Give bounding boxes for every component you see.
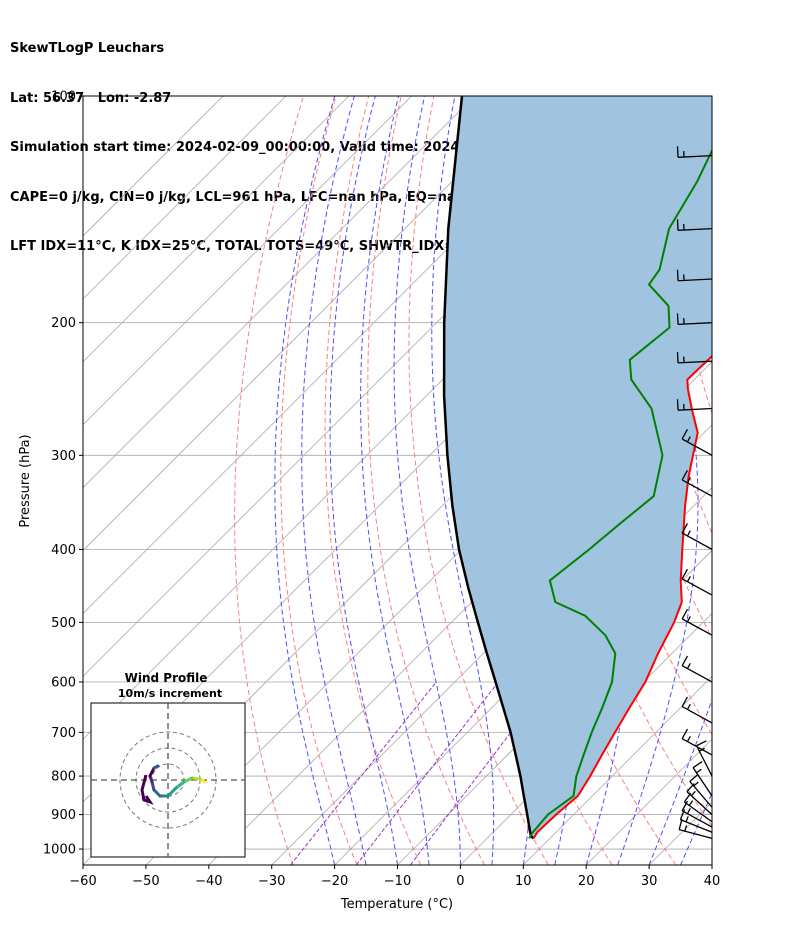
y-axis-label: Pressure (hPa) [18, 434, 33, 527]
wind-barb [689, 773, 713, 808]
x-tick-label: −40 [195, 874, 222, 889]
y-tick-label: 600 [51, 675, 76, 690]
wind-barb [676, 351, 713, 364]
isotherm-line [83, 96, 538, 552]
y-tick-label: 1000 [43, 843, 76, 858]
y-tick-label: 100 [51, 90, 76, 105]
mixing-ratio-line [355, 681, 499, 865]
dry-adiabat [760, 96, 794, 865]
wind-barb [676, 146, 713, 158]
dewpoint-profile-line [528, 148, 712, 839]
y-tick-label: 200 [51, 316, 76, 331]
isotherm-line [83, 96, 412, 426]
x-tick-label: 40 [704, 874, 721, 889]
moist-adiabat [274, 96, 336, 865]
x-tick-label: −30 [258, 874, 285, 889]
hodograph-segment [152, 764, 160, 770]
wind-barb [679, 809, 713, 833]
title-location: Lat: 56.37 Lon: -2.87 [10, 90, 172, 106]
temperature-profile-line [532, 354, 712, 839]
isotherm-line [523, 675, 712, 865]
x-tick-label: 30 [641, 874, 658, 889]
profile-layer [442, 96, 712, 840]
y-tick-label: 400 [51, 543, 76, 558]
x-tick-label: −20 [321, 874, 348, 889]
dry-adiabat [324, 96, 422, 865]
dry-adiabat [367, 96, 485, 865]
x-tick-label: 0 [456, 874, 464, 889]
y-tick-label: 700 [51, 726, 76, 741]
moist-adiabat [360, 96, 430, 865]
hodograph-title: Wind Profile [125, 671, 208, 685]
wind-barb [681, 655, 713, 683]
wind-barb [681, 800, 713, 828]
isotherm-line [83, 96, 287, 300]
x-tick-label: −60 [69, 874, 96, 889]
cin-shading [444, 96, 712, 839]
moist-adiabat [329, 96, 398, 865]
dry-adiabat [727, 96, 794, 865]
isotherm-line [775, 96, 794, 865]
hodograph-inset: Wind Profile 10m/s increment [90, 671, 246, 858]
x-tick-label: 10 [515, 874, 532, 889]
wind-barb [695, 740, 713, 777]
title-station: SkewTLogP Leuchars [10, 41, 165, 56]
wind-barb [681, 429, 713, 456]
wind-barb [676, 313, 713, 326]
hodograph-segment [166, 786, 178, 798]
wind-barb [676, 269, 713, 282]
wind-barbs [676, 146, 713, 840]
x-tick-label: −50 [132, 874, 159, 889]
wind-barb [678, 818, 713, 840]
y-tick-label: 500 [51, 616, 76, 631]
hodograph-segment [174, 780, 186, 790]
dry-adiabat [408, 96, 549, 865]
wind-barb [681, 523, 713, 550]
x-tick-label: 20 [578, 874, 595, 889]
isotherm-line [711, 864, 712, 865]
y-tick-label: 300 [51, 449, 76, 464]
moist-adiabat [680, 791, 712, 865]
isotherm-line [83, 96, 475, 489]
dry-adiabat [280, 96, 358, 865]
moist-adiabat [301, 96, 367, 865]
x-axis-label: Temperature (°C) [340, 897, 453, 912]
wind-barb [686, 783, 713, 816]
wind-barb [676, 399, 713, 411]
hodograph-segment [140, 774, 154, 805]
y-tick-label: 800 [51, 770, 76, 785]
moist-adiabat [617, 96, 699, 865]
moist-adiabat [648, 698, 712, 865]
dry-adiabat [661, 96, 712, 415]
hodograph-subtitle: 10m/s increment [118, 687, 222, 700]
wind-barb [683, 792, 713, 823]
parcel-profile-line [442, 96, 535, 840]
wind-barb [681, 696, 713, 724]
wind-barb [681, 469, 713, 497]
wind-barb [681, 568, 713, 596]
y-tick-label: 900 [51, 808, 76, 823]
wind-barb [676, 219, 713, 231]
wind-barb [692, 760, 713, 797]
x-tick-label: −10 [384, 874, 411, 889]
isotherm-line [334, 487, 712, 865]
isotherm-line [83, 96, 224, 237]
isotherm-line [83, 96, 350, 363]
wind-barb [681, 608, 713, 636]
mixing-ratio-line [290, 681, 437, 865]
dry-adiabat [234, 96, 304, 865]
moist-adiabat [711, 863, 712, 865]
moist-adiabat [393, 96, 461, 865]
